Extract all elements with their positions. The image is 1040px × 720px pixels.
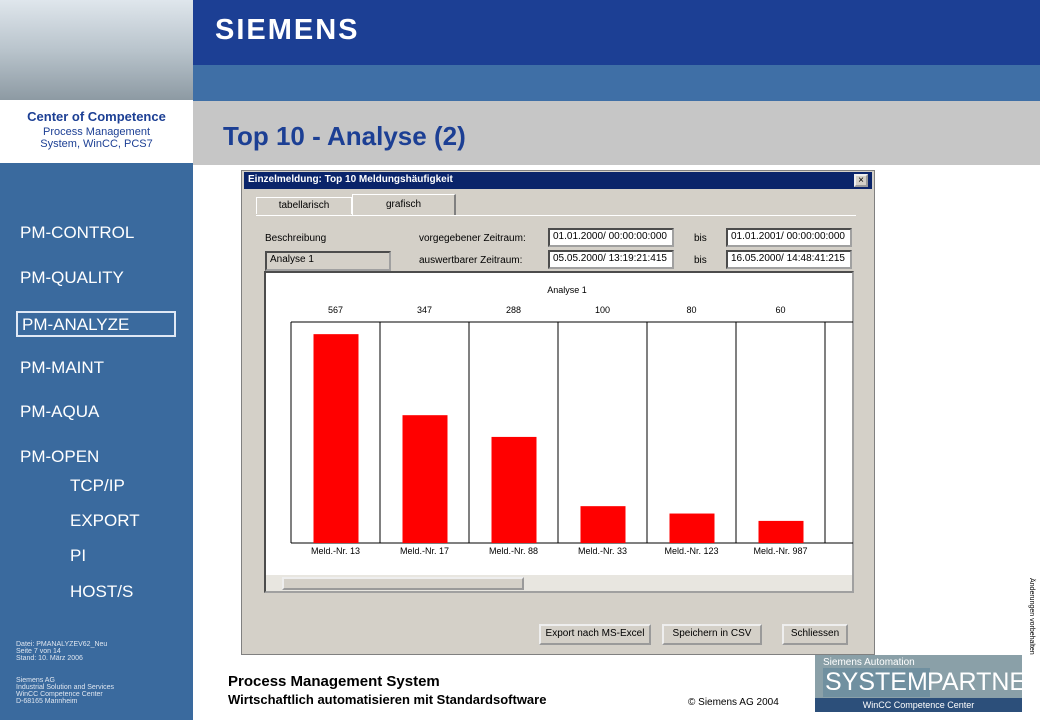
bar: [491, 436, 537, 543]
x-tick-label: Meld.-Nr. 17: [400, 546, 449, 556]
tab-line: [256, 215, 856, 216]
logo-system: SYSTEM: [823, 668, 930, 697]
side-note: Änderungen vorbehalten: [1028, 578, 1035, 655]
footer-title: Process Management System: [228, 673, 440, 690]
value-label: 347: [417, 305, 432, 315]
label: vorgegebener Zeitraum:: [419, 233, 526, 244]
x-tick-label: Meld.-Nr. 33: [578, 546, 627, 556]
input[interactable]: Analyse 1: [265, 251, 391, 271]
x-tick-label: Meld.-Nr. 123: [664, 546, 718, 556]
strip: [193, 65, 1040, 101]
button[interactable]: Export nach MS-Excel: [539, 624, 651, 645]
nav-item[interactable]: PM-QUALITY: [20, 268, 124, 287]
logo-bottom: WinCC Competence Center: [815, 698, 1022, 712]
bar: [580, 506, 626, 543]
address: Industrial Solution and Services: [16, 684, 115, 691]
file-info: Datei: PMANALYZEV62_Neu: [16, 641, 108, 648]
slide-title: Top 10 - Analyse (2): [223, 121, 466, 151]
value-label: 567: [328, 305, 343, 315]
brand: SIEMENS: [215, 14, 360, 46]
button[interactable]: Speichern in CSV: [662, 624, 762, 645]
tab[interactable]: tabellarisch: [256, 197, 352, 214]
x-tick-label: Meld.-Nr. 987: [753, 546, 807, 556]
subnav-item[interactable]: EXPORT: [70, 511, 140, 530]
logo-partner: PARTNER: [927, 668, 1040, 696]
label: auswertbarer Zeitraum:: [419, 255, 523, 266]
nav-item-active[interactable]: PM-ANALYZE: [16, 311, 176, 337]
nav-item[interactable]: PM-CONTROL: [20, 223, 135, 242]
logo-top: Siemens Automation: [823, 657, 915, 668]
field: 01.01.2000/ 00:00:00:000: [548, 228, 674, 247]
label: bis: [694, 255, 707, 266]
close-x[interactable]: ×: [854, 174, 868, 187]
field: 01.01.2001/ 00:00:00:000: [726, 228, 852, 247]
bar: [669, 513, 715, 543]
subnav-item[interactable]: TCP/IP: [70, 476, 125, 495]
scroll-thumb[interactable]: [282, 577, 524, 590]
nav-item[interactable]: PM-OPEN: [20, 447, 100, 466]
bar: [402, 415, 448, 543]
center-title: Center of Competence: [27, 109, 166, 124]
address: Siemens AG: [16, 677, 55, 684]
label: Beschreibung: [265, 233, 327, 244]
dialog-title: Einzelmeldung: Top 10 Meldungshäufigkeit: [244, 172, 872, 189]
value-label: 80: [686, 305, 696, 315]
chart-frame: [264, 271, 854, 593]
nav-item[interactable]: PM-MAINT: [20, 358, 105, 377]
subnav-item[interactable]: HOST/S: [70, 582, 134, 601]
bar: [313, 334, 359, 543]
x-tick-label: Meld.-Nr. 88: [489, 546, 538, 556]
subnav-item[interactable]: PI: [70, 546, 87, 565]
value-label: 100: [595, 305, 610, 315]
label: bis: [694, 233, 707, 244]
center-line: System, WinCC, PCS7: [40, 138, 153, 150]
top-bar: SIEMENS: [193, 0, 1040, 65]
center-line: Process Management: [43, 126, 150, 138]
address: WinCC Competence Center: [16, 691, 103, 698]
tab-active[interactable]: grafisch: [352, 194, 456, 215]
nav-item[interactable]: PM-AQUA: [20, 402, 100, 421]
file-info: Seite 7 von 14: [16, 648, 61, 655]
address: D-68165 Mannheim: [16, 698, 78, 705]
chart-title: Analyse 1: [547, 285, 587, 295]
chart: Analyse 1 567 Meld.-Nr. 13 347 Meld.-Nr. 17…: [290, 285, 853, 556]
x-tick-label: Meld.-Nr. 13: [311, 546, 360, 556]
value-label: 60: [775, 305, 785, 315]
footer-subtitle: Wirtschaftlich automatisieren mit Standa…: [228, 692, 547, 707]
value-label: 288: [506, 305, 521, 315]
file-info: Stand: 10. März 2006: [16, 655, 83, 662]
field: 05.05.2000/ 13:19:21:415: [548, 250, 674, 269]
field: 16.05.2000/ 14:48:41:215: [726, 250, 852, 269]
logo: Siemens Automation SYSTEM PARTNER WinCC …: [815, 655, 1040, 712]
header-photo: [0, 0, 193, 100]
title-band: Top 10 - Analyse (2): [193, 101, 1040, 165]
bar: [758, 520, 804, 543]
button[interactable]: Schliessen: [782, 624, 848, 645]
center-box: Center of Competence Process Management …: [0, 100, 193, 163]
copyright: © Siemens AG 2004: [688, 697, 779, 708]
